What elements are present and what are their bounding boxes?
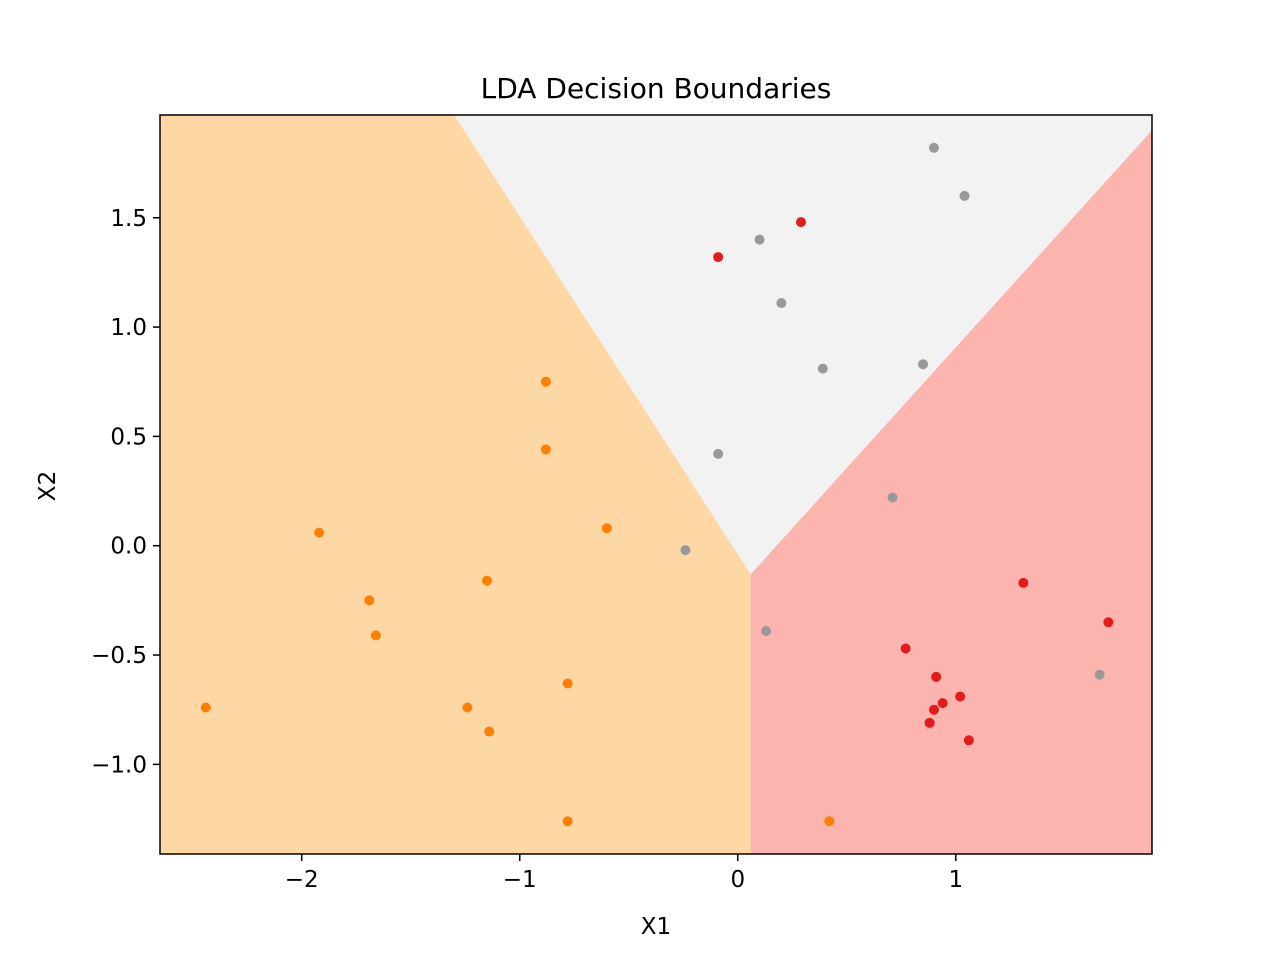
point-s2-5 [918, 359, 929, 370]
data-points [200, 142, 1114, 827]
y-tick-label-0: −1.0 [91, 752, 147, 778]
y-tick-label-5: 1.5 [110, 206, 147, 232]
point-s1-4 [900, 643, 911, 654]
point-s1-9 [924, 717, 935, 728]
x-tick-label-1: −1 [503, 867, 537, 893]
point-s1-8 [928, 704, 939, 715]
point-s1-5 [931, 671, 942, 682]
point-s2-3 [776, 298, 787, 309]
point-s1-2 [1018, 577, 1029, 588]
point-s0-6 [370, 630, 381, 641]
decision-regions [160, 115, 1152, 854]
region-1 [454, 115, 1152, 575]
y-tick-label-1: −0.5 [91, 643, 147, 669]
point-s2-2 [754, 234, 765, 245]
point-s0-5 [364, 595, 375, 606]
point-s0-2 [601, 523, 612, 534]
y-axis-title: X2 [35, 471, 61, 501]
point-s2-7 [887, 492, 898, 503]
point-s1-1 [713, 252, 724, 263]
point-s0-10 [484, 726, 495, 737]
point-s2-4 [817, 363, 828, 374]
point-s1-10 [963, 735, 974, 746]
point-s0-9 [462, 702, 473, 713]
point-s2-10 [1094, 669, 1105, 680]
point-s1-0 [795, 217, 806, 228]
point-s0-12 [824, 816, 835, 827]
y-axis: −1.0 −0.5 0.0 0.5 1.0 1.5 [91, 206, 160, 778]
point-s2-1 [959, 190, 970, 201]
point-s0-11 [562, 816, 573, 827]
point-s0-3 [314, 527, 325, 538]
point-s0-4 [482, 575, 493, 586]
y-tick-label-4: 1.0 [110, 315, 147, 341]
chart-title: LDA Decision Boundaries [481, 72, 832, 105]
point-s2-0 [928, 142, 939, 153]
point-s0-1 [540, 444, 551, 455]
point-s2-8 [680, 545, 691, 556]
y-tick-label-2: 0.0 [110, 534, 147, 560]
point-s1-7 [937, 698, 948, 709]
point-s2-9 [761, 625, 772, 636]
region-0 [160, 115, 751, 854]
x-tick-label-3: 1 [948, 867, 963, 893]
x-tick-label-2: 0 [730, 867, 745, 893]
point-s0-0 [540, 376, 551, 387]
point-s0-8 [200, 702, 211, 713]
region-2 [750, 130, 1152, 854]
y-tick-label-3: 0.5 [110, 424, 147, 450]
plot-frame [159, 114, 1153, 855]
point-s1-3 [1103, 617, 1114, 628]
point-s1-6 [955, 691, 966, 702]
x-axis-title: X1 [641, 914, 671, 940]
x-axis: −2 −1 0 1 [285, 854, 963, 893]
point-s2-6 [713, 448, 724, 459]
point-s0-7 [562, 678, 573, 689]
x-tick-label-0: −2 [285, 867, 319, 893]
